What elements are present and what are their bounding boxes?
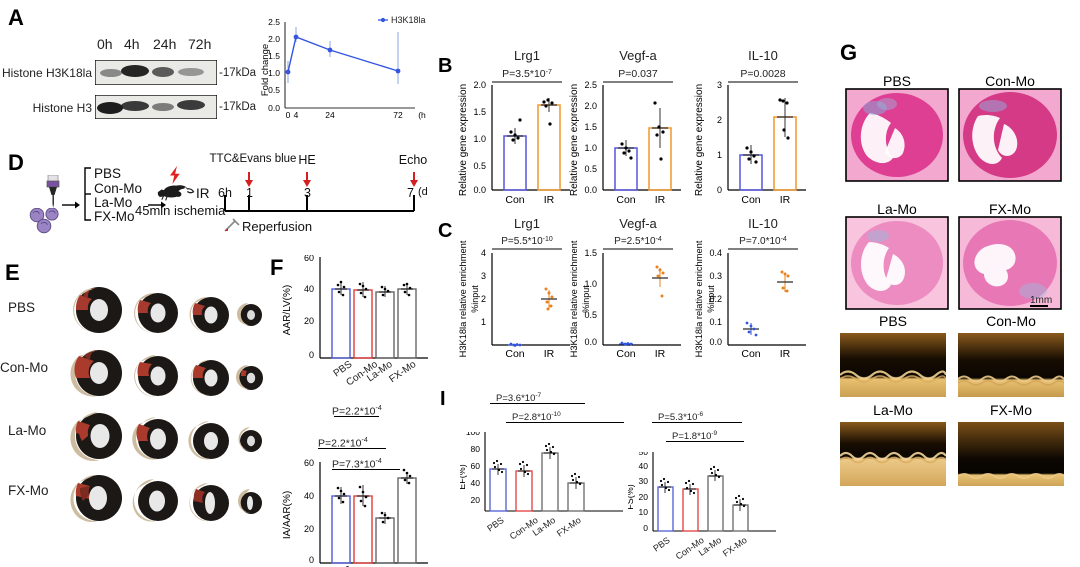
svg-text:IL-10: IL-10 — [748, 48, 778, 63]
svg-text:72: 72 — [393, 110, 403, 120]
svg-text:IL-10: IL-10 — [748, 216, 778, 231]
svg-text:1.5: 1.5 — [473, 107, 486, 117]
svg-text:24: 24 — [325, 110, 335, 120]
svg-text:P=5.5*10-10: P=5.5*10-10 — [501, 236, 553, 247]
svg-text:1.5: 1.5 — [584, 248, 597, 258]
svg-text:30: 30 — [639, 476, 649, 486]
svg-text:0.4: 0.4 — [709, 248, 722, 258]
svg-text:20: 20 — [304, 524, 314, 534]
svg-text:10: 10 — [639, 507, 649, 517]
svg-text:AAR/LV(%): AAR/LV(%) — [282, 285, 293, 335]
svg-text:Lrg1: Lrg1 — [514, 48, 540, 63]
svg-text:0.0: 0.0 — [709, 337, 722, 347]
svg-text:EF(%): EF(%) — [460, 464, 467, 490]
svg-text:60: 60 — [304, 255, 314, 263]
svg-text:2.5: 2.5 — [584, 80, 597, 90]
svg-text:0.5: 0.5 — [473, 161, 486, 171]
svg-text:P=3.5*10-7: P=3.5*10-7 — [502, 68, 552, 80]
svg-text:2.0: 2.0 — [473, 80, 486, 90]
svg-text:IR: IR — [780, 194, 791, 206]
svg-text:Vegf-a: Vegf-a — [619, 48, 657, 63]
svg-text:IR: IR — [544, 194, 555, 206]
svg-text:P=0.037: P=0.037 — [618, 68, 658, 80]
svg-text:P=0.0028: P=0.0028 — [740, 68, 785, 80]
svg-text:80: 80 — [471, 444, 481, 454]
svg-text:1.0: 1.0 — [473, 134, 486, 144]
svg-text:20: 20 — [639, 492, 649, 502]
svg-text:2.0: 2.0 — [268, 34, 280, 44]
svg-text:Con: Con — [505, 194, 524, 206]
svg-text:40: 40 — [471, 478, 481, 488]
svg-text:1.0: 1.0 — [584, 143, 597, 153]
svg-text:1: 1 — [717, 150, 722, 160]
svg-text:0: 0 — [717, 185, 722, 195]
svg-text:2.5: 2.5 — [268, 17, 280, 27]
svg-text:H3K18la relative enrichment: H3K18la relative enrichment — [694, 240, 704, 357]
svg-text:0.1: 0.1 — [709, 317, 722, 327]
svg-text:P=2.5*10-4: P=2.5*10-4 — [614, 236, 662, 247]
svg-text:40: 40 — [639, 461, 649, 471]
svg-text:Fold change: Fold change — [260, 44, 271, 96]
svg-text:0: 0 — [309, 350, 314, 360]
svg-text:0: 0 — [643, 523, 648, 533]
svg-text:Relative gene expression: Relative gene expression — [569, 84, 580, 196]
svg-text:H3K18la: H3K18la — [391, 15, 426, 25]
svg-text:FS(%): FS(%) — [628, 484, 635, 510]
svg-text:20: 20 — [471, 495, 481, 505]
svg-text:60: 60 — [471, 461, 481, 471]
svg-text:100: 100 — [466, 432, 480, 437]
svg-text:Vegf-a: Vegf-a — [619, 216, 657, 231]
svg-text:Relative gene expression: Relative gene expression — [694, 84, 705, 196]
svg-text:0: 0 — [286, 110, 291, 120]
svg-text:4: 4 — [294, 110, 299, 120]
svg-text:0.3: 0.3 — [709, 271, 722, 281]
svg-text:50: 50 — [639, 452, 649, 457]
svg-text:P=7.0*10-4: P=7.0*10-4 — [739, 236, 787, 247]
svg-text:20: 20 — [304, 316, 314, 326]
svg-text:40: 40 — [304, 491, 314, 501]
svg-text:IR: IR — [655, 194, 666, 206]
svg-text:%input: %input — [706, 285, 716, 313]
svg-text:IR: IR — [780, 348, 791, 360]
svg-text:3: 3 — [717, 80, 722, 90]
svg-text:1.5: 1.5 — [584, 122, 597, 132]
svg-text:Relative gene expression: Relative gene expression — [458, 84, 469, 196]
svg-text:0: 0 — [309, 555, 314, 565]
svg-text:40: 40 — [304, 284, 314, 294]
svg-text:Con: Con — [616, 194, 635, 206]
svg-text:0.5: 0.5 — [584, 164, 597, 174]
svg-text:Lrg1: Lrg1 — [514, 216, 540, 231]
svg-text:IA/AAR(%): IA/AAR(%) — [282, 491, 293, 539]
svg-text:Con: Con — [741, 348, 760, 360]
svg-text:2.0: 2.0 — [584, 101, 597, 111]
svg-text:Con: Con — [741, 194, 760, 206]
svg-text:0.0: 0.0 — [584, 185, 597, 195]
svg-text:0.0: 0.0 — [473, 185, 486, 195]
svg-text:4: 4 — [481, 248, 486, 258]
svg-text:0.0: 0.0 — [268, 103, 280, 113]
svg-text:60: 60 — [304, 458, 314, 468]
svg-text:2: 2 — [717, 115, 722, 125]
